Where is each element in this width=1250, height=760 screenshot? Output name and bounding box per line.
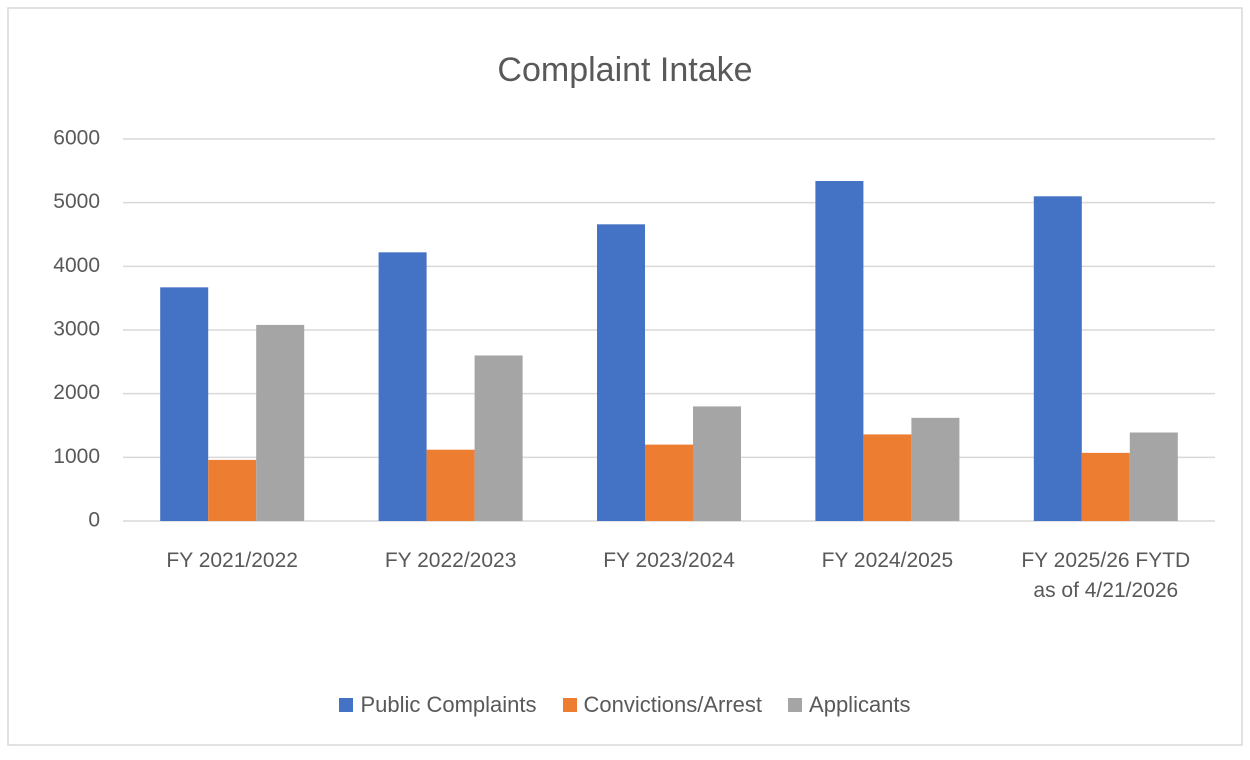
bar bbox=[645, 444, 693, 521]
x-tick-label: FY 2021/2022 bbox=[166, 549, 298, 572]
legend-item: Applicants bbox=[788, 692, 911, 718]
bar bbox=[911, 417, 960, 521]
bar bbox=[1033, 196, 1082, 522]
x-tick-label: FY 2025/26 FYTD as of 4/21/2026 bbox=[1021, 549, 1191, 602]
y-tick-label: 6000 bbox=[53, 127, 100, 150]
y-tick-label: 5000 bbox=[53, 190, 100, 213]
legend-swatch bbox=[562, 698, 577, 712]
x-tick-label: FY 2022/2023 bbox=[384, 549, 517, 572]
bar bbox=[693, 406, 741, 521]
x-tick-label: FY 2023/2024 bbox=[603, 549, 735, 572]
bar bbox=[815, 181, 864, 521]
y-tick-label: 1000 bbox=[53, 445, 100, 468]
y-tick-label: 0 bbox=[88, 509, 100, 532]
legend-label: Convictions/Arrest bbox=[583, 692, 763, 717]
bar bbox=[1129, 432, 1178, 521]
legend: Public Complaints Convictions/Arrest Appli… bbox=[0, 692, 1250, 718]
y-tick-label: 2000 bbox=[53, 381, 100, 404]
bar bbox=[474, 355, 523, 521]
bar bbox=[256, 324, 305, 521]
bar bbox=[863, 434, 912, 521]
bar bbox=[160, 287, 209, 521]
legend-label: Applicants bbox=[809, 692, 911, 717]
x-tick-label: FY 2024/2025 bbox=[821, 549, 954, 572]
y-tick-label: 4000 bbox=[53, 254, 100, 277]
bar bbox=[426, 449, 475, 521]
legend-label: Public Complaints bbox=[360, 692, 537, 717]
chart-title: Complaint Intake bbox=[497, 51, 752, 89]
legend-item: Public Complaints bbox=[339, 692, 537, 718]
bar bbox=[378, 252, 427, 521]
bar bbox=[208, 459, 257, 521]
bar bbox=[597, 224, 645, 521]
legend-item: Convictions/Arrest bbox=[562, 692, 763, 718]
bar bbox=[1081, 452, 1130, 521]
legend-swatch bbox=[339, 698, 354, 712]
legend-swatch bbox=[788, 698, 803, 712]
y-tick-label: 3000 bbox=[53, 318, 100, 341]
